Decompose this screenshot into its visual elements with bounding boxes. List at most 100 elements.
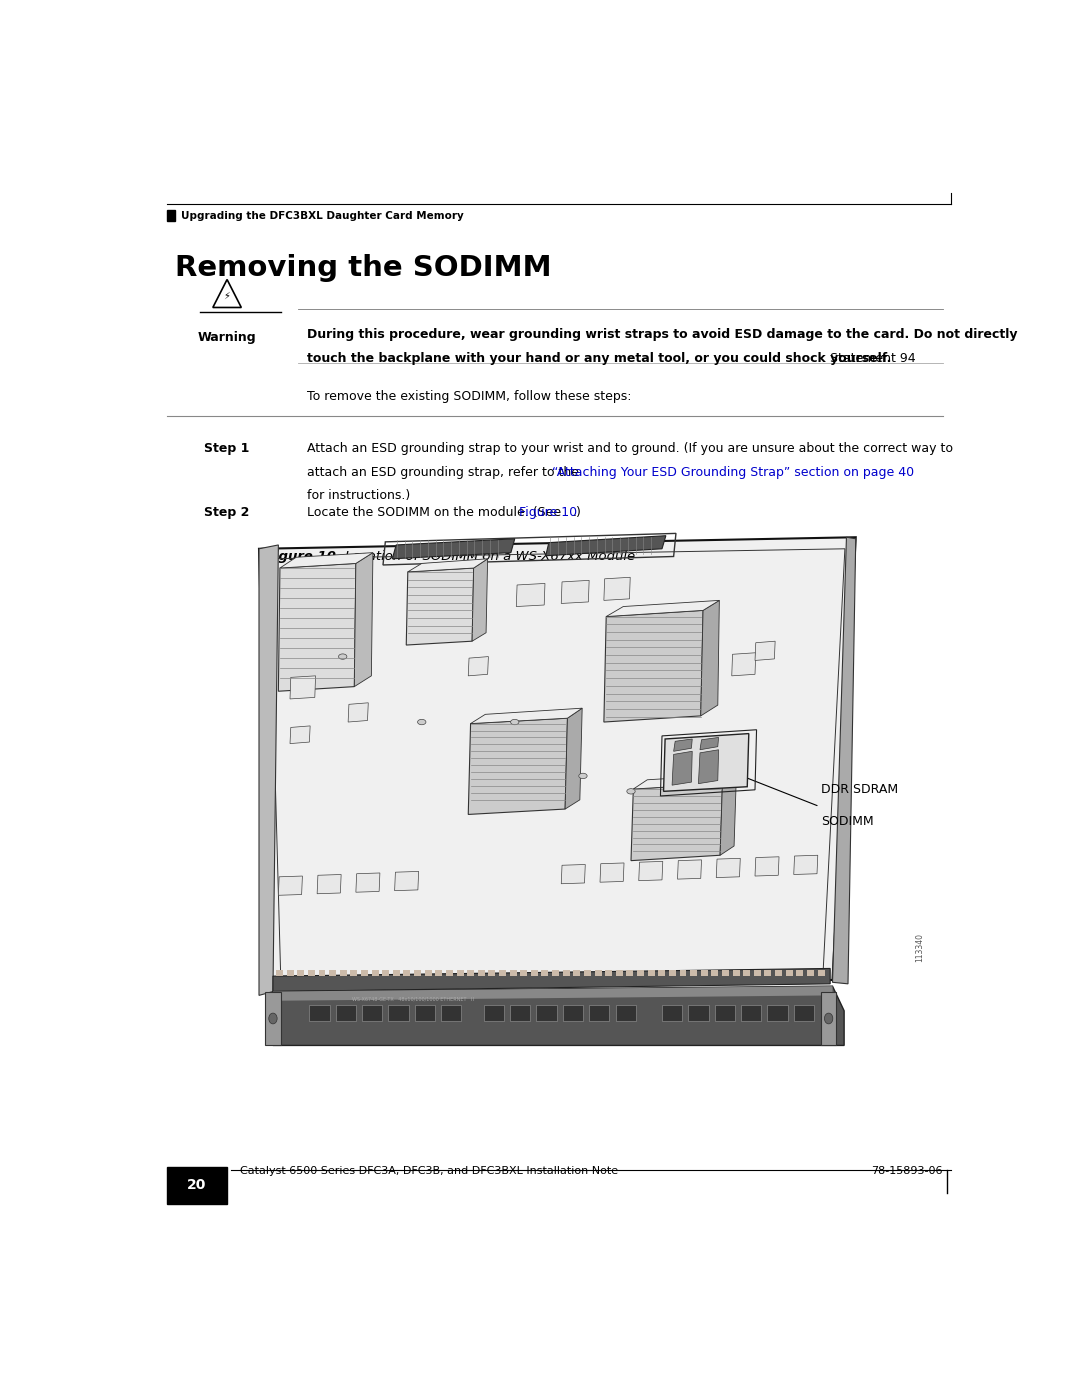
Polygon shape: [259, 545, 279, 996]
Polygon shape: [510, 1006, 530, 1021]
Text: for instructions.): for instructions.): [307, 489, 409, 503]
Polygon shape: [662, 1006, 683, 1021]
Text: Step 2: Step 2: [204, 507, 249, 520]
Polygon shape: [273, 986, 833, 1000]
Polygon shape: [484, 1006, 504, 1021]
Polygon shape: [329, 970, 336, 977]
Polygon shape: [672, 752, 692, 785]
Text: 113340: 113340: [916, 933, 924, 963]
Polygon shape: [663, 733, 748, 791]
Text: “Attaching Your ESD Grounding Strap” section on page 40: “Attaching Your ESD Grounding Strap” sec…: [552, 465, 914, 479]
Polygon shape: [785, 970, 793, 977]
Polygon shape: [754, 970, 760, 977]
Text: Location of SODIMM on a WS-X67xx Module: Location of SODIMM on a WS-X67xx Module: [327, 549, 635, 563]
Polygon shape: [406, 569, 474, 645]
Circle shape: [824, 1013, 833, 1024]
Text: SODIMM: SODIMM: [821, 816, 874, 828]
Polygon shape: [471, 708, 582, 724]
Polygon shape: [648, 970, 654, 977]
Polygon shape: [775, 970, 782, 977]
Polygon shape: [616, 970, 623, 977]
Polygon shape: [537, 1006, 556, 1021]
Text: Attach an ESD grounding strap to your wrist and to ground. (If you are unsure ab: Attach an ESD grounding strap to your wr…: [307, 441, 953, 455]
Polygon shape: [595, 970, 602, 977]
Polygon shape: [382, 970, 389, 977]
Polygon shape: [280, 553, 373, 569]
Polygon shape: [510, 970, 516, 977]
Polygon shape: [633, 774, 737, 789]
Polygon shape: [441, 1006, 461, 1021]
Polygon shape: [755, 856, 779, 876]
Polygon shape: [720, 774, 737, 855]
Ellipse shape: [338, 654, 347, 659]
Polygon shape: [741, 1006, 761, 1021]
Polygon shape: [362, 1006, 382, 1021]
Text: Figure 10: Figure 10: [519, 507, 578, 520]
Polygon shape: [468, 970, 474, 977]
Text: .): .): [572, 507, 582, 520]
Polygon shape: [821, 992, 836, 1045]
Polygon shape: [690, 970, 697, 977]
Polygon shape: [552, 970, 559, 977]
Polygon shape: [477, 970, 485, 977]
Text: DDR SDRAM: DDR SDRAM: [821, 782, 899, 796]
Polygon shape: [404, 970, 410, 977]
Polygon shape: [637, 970, 644, 977]
Text: During this procedure, wear grounding wrist straps to avoid ESD damage to the ca: During this procedure, wear grounding wr…: [307, 328, 1017, 341]
Polygon shape: [469, 657, 488, 676]
Polygon shape: [590, 1006, 609, 1021]
Polygon shape: [768, 1006, 787, 1021]
Ellipse shape: [626, 789, 635, 793]
Polygon shape: [796, 970, 804, 977]
Polygon shape: [600, 863, 624, 882]
Polygon shape: [701, 601, 719, 715]
Polygon shape: [677, 861, 702, 879]
Polygon shape: [276, 970, 283, 977]
Polygon shape: [631, 784, 723, 861]
Polygon shape: [392, 539, 515, 559]
Polygon shape: [626, 970, 633, 977]
Polygon shape: [699, 750, 718, 784]
Circle shape: [269, 1013, 278, 1024]
Bar: [166, 210, 175, 221]
Polygon shape: [715, 1006, 734, 1021]
Polygon shape: [393, 970, 400, 977]
Polygon shape: [563, 970, 569, 977]
Polygon shape: [732, 970, 740, 977]
Polygon shape: [712, 970, 718, 977]
Polygon shape: [414, 970, 421, 977]
Polygon shape: [273, 968, 831, 992]
Polygon shape: [716, 858, 740, 877]
Polygon shape: [318, 875, 341, 894]
Polygon shape: [616, 1006, 636, 1021]
Polygon shape: [584, 970, 591, 977]
Polygon shape: [732, 652, 756, 676]
Polygon shape: [356, 873, 380, 893]
Polygon shape: [688, 1006, 708, 1021]
Text: 20: 20: [187, 1178, 206, 1192]
Polygon shape: [638, 862, 663, 880]
Polygon shape: [563, 1006, 583, 1021]
Polygon shape: [700, 738, 718, 750]
Polygon shape: [350, 970, 357, 977]
Polygon shape: [297, 970, 305, 977]
Polygon shape: [669, 970, 676, 977]
Text: ⚡: ⚡: [224, 291, 230, 300]
Polygon shape: [743, 970, 751, 977]
Polygon shape: [701, 970, 707, 977]
Text: Upgrading the DFC3BXL Daughter Card Memory: Upgrading the DFC3BXL Daughter Card Memo…: [181, 211, 463, 221]
Polygon shape: [273, 986, 845, 1045]
Polygon shape: [291, 676, 315, 698]
Polygon shape: [521, 970, 527, 977]
Ellipse shape: [511, 719, 518, 725]
Polygon shape: [674, 739, 692, 752]
Polygon shape: [606, 601, 719, 616]
Polygon shape: [319, 970, 325, 977]
Polygon shape: [755, 641, 775, 661]
Text: Step 1: Step 1: [204, 441, 249, 455]
Polygon shape: [541, 970, 549, 977]
Polygon shape: [336, 1006, 356, 1021]
Polygon shape: [266, 992, 281, 1045]
Polygon shape: [408, 559, 488, 571]
Polygon shape: [562, 580, 590, 604]
